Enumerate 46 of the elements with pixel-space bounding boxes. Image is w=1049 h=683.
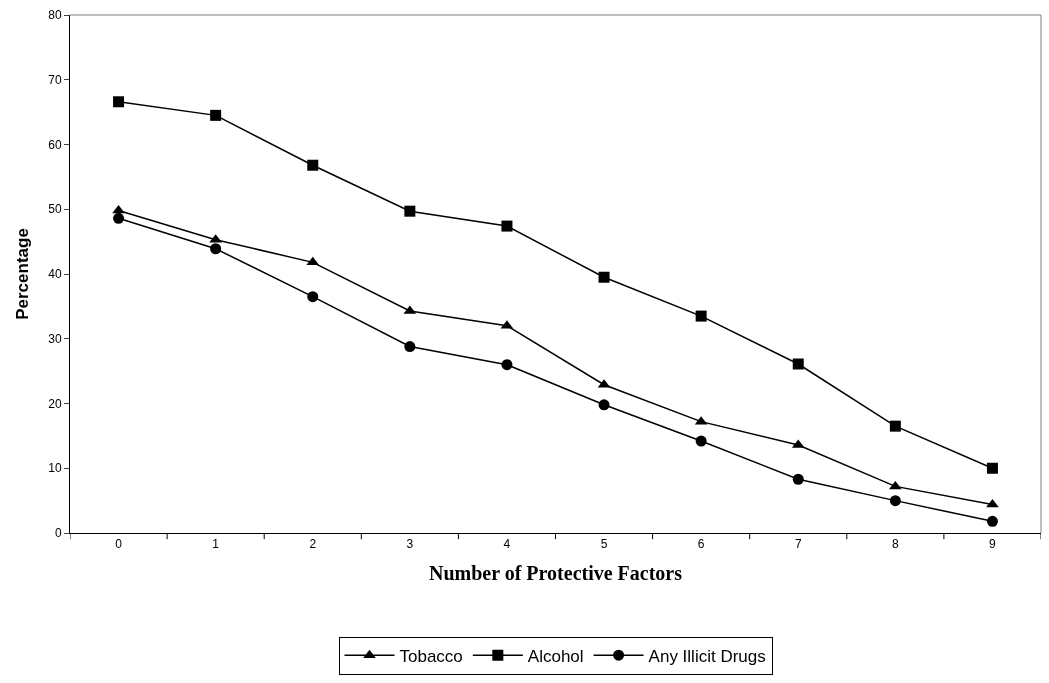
y-tick-label: 80: [48, 8, 62, 23]
point: [598, 271, 610, 283]
y-tick-label: 0: [54, 526, 62, 541]
y-tick-label: 30: [48, 331, 62, 346]
y-tick-label: 70: [48, 72, 62, 87]
x-tick-label: 4: [503, 537, 511, 552]
y-tick-label: 20: [48, 396, 62, 411]
y-tick-label: 40: [48, 267, 62, 282]
y-tick-label: 10: [48, 461, 62, 476]
point: [986, 515, 998, 527]
point: [307, 159, 319, 171]
point: [889, 420, 901, 432]
x-tick-label: 3: [406, 537, 414, 552]
x-tick-label: 8: [892, 537, 900, 552]
x-tick-label: 9: [989, 537, 997, 552]
point: [695, 310, 707, 322]
point: [501, 220, 513, 232]
point: [210, 243, 222, 255]
x-tick-label: 0: [115, 537, 123, 552]
legend-label: Tobacco: [399, 646, 463, 666]
x-tick-label: 5: [600, 537, 608, 552]
point: [501, 359, 513, 371]
x-tick-label: 6: [697, 537, 705, 552]
x-axis-title: Number of Protective Factors: [428, 561, 683, 584]
point: [306, 256, 320, 266]
point: [792, 473, 804, 485]
point: [598, 399, 610, 411]
point: [792, 358, 804, 370]
point: [307, 291, 319, 303]
legend-label: Any Illicit Drugs: [648, 646, 766, 666]
x-tick-label: 7: [794, 537, 802, 552]
point: [404, 205, 416, 217]
point: [889, 480, 902, 490]
legend-label: Alcohol: [527, 646, 584, 666]
y-tick-label: 60: [48, 137, 62, 152]
point: [113, 212, 125, 224]
point: [889, 495, 901, 507]
point: [113, 96, 125, 108]
point: [210, 109, 222, 121]
x-tick-label: 1: [212, 537, 220, 552]
y-tick-label: 50: [48, 202, 62, 217]
point: [986, 462, 998, 474]
x-tick-label: 2: [309, 537, 317, 552]
point: [404, 341, 416, 353]
point: [695, 435, 707, 447]
y-axis-title: Percentage: [12, 228, 32, 320]
